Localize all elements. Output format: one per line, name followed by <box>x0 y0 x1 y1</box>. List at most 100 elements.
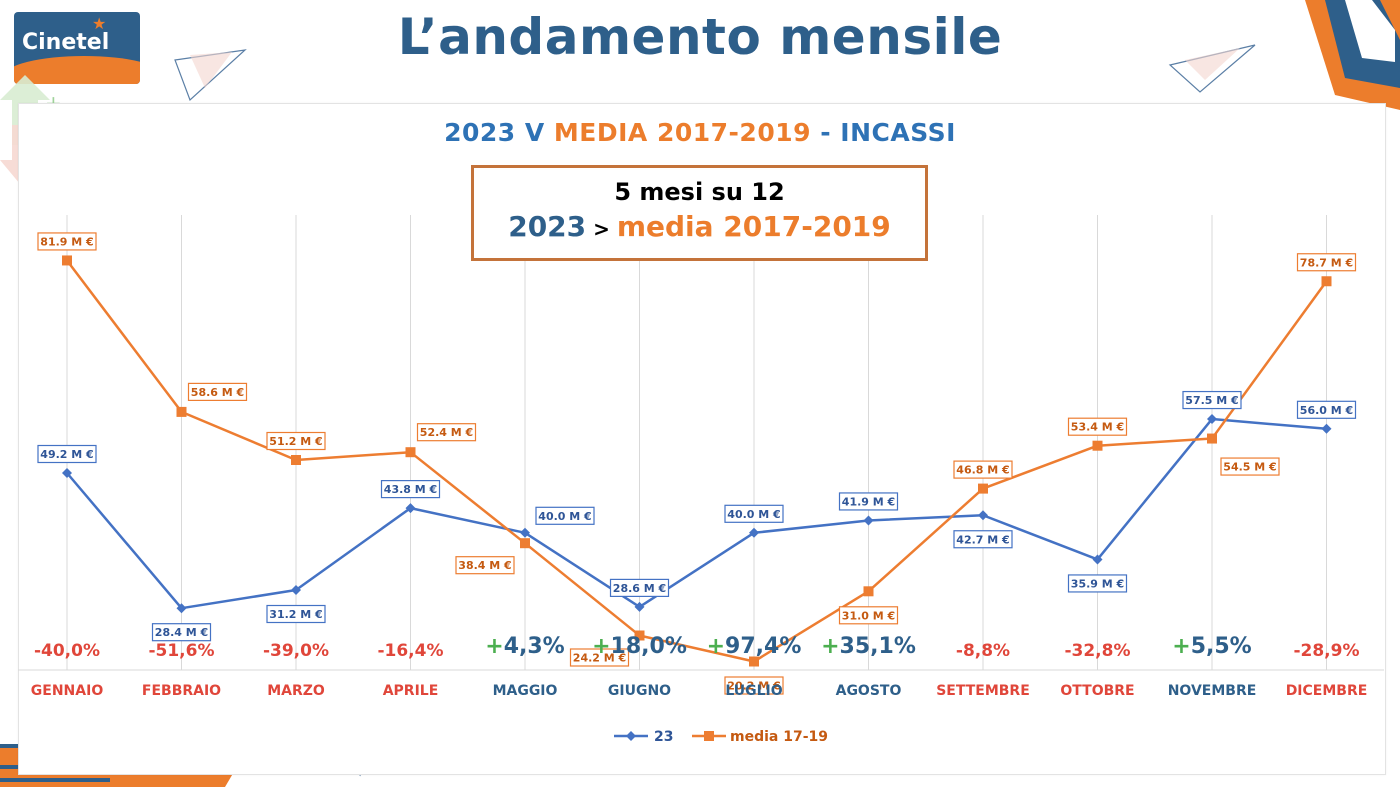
month-label: OTTOBRE <box>1060 683 1134 699</box>
data-label-box <box>838 606 899 625</box>
callout-year: 2023 <box>508 210 587 243</box>
plus-icon: + <box>485 634 503 659</box>
data-label: 41.9 M € <box>842 495 895 508</box>
variation-label: -28,9% <box>1293 641 1359 661</box>
data-label-box <box>37 232 97 251</box>
point-media <box>62 255 72 266</box>
star-icon: ★ <box>92 14 107 33</box>
point-media <box>978 483 988 494</box>
data-label-box <box>151 623 212 642</box>
data-label: 54.5 M € <box>1223 461 1276 474</box>
month-label: MAGGIO <box>493 683 558 699</box>
point-23 <box>405 503 416 514</box>
data-label-box <box>1296 253 1357 272</box>
logo-text: Cinetel <box>22 30 110 55</box>
legend-marker-media <box>704 731 714 741</box>
point-23 <box>1207 414 1217 425</box>
month-label: GENNAIO <box>31 683 104 699</box>
variation-label: +35,1% <box>821 634 916 659</box>
variation-value: 5,5% <box>1191 634 1252 659</box>
point-media <box>176 406 187 417</box>
plus-icon: + <box>707 634 725 659</box>
month-label: DICEMBRE <box>1286 683 1368 699</box>
variation-label: +5,5% <box>1172 634 1251 659</box>
point-media <box>520 538 530 549</box>
variation-label: -39,0% <box>263 641 329 661</box>
variation-value: 18,0% <box>611 634 687 659</box>
series-line-23 <box>66 417 1327 610</box>
point-media <box>1321 276 1332 287</box>
variation-value: 97,4% <box>725 634 801 659</box>
data-label: 58.6 M € <box>191 386 244 399</box>
variation-label: +4,3% <box>485 634 564 659</box>
series-line-media <box>66 259 1328 663</box>
data-label-box <box>1296 400 1357 419</box>
data-label: 52.4 M € <box>420 426 473 439</box>
data-label: 24.2 M € <box>573 652 626 665</box>
data-label-box <box>535 506 595 525</box>
data-label-box <box>724 504 784 523</box>
data-label: 49.2 M € <box>40 448 93 461</box>
data-label: 40.0 M € <box>538 510 591 523</box>
chart-title-part2: MEDIA 2017-2019 <box>553 118 812 147</box>
point-23 <box>1092 554 1103 565</box>
data-label: 28.6 M € <box>613 582 666 595</box>
data-label-box <box>1220 457 1280 476</box>
data-label: 53.4 M € <box>1071 421 1124 434</box>
month-label: SETTEMBRE <box>936 683 1030 699</box>
data-label: 43.8 M € <box>384 483 437 496</box>
callout-line2: 2023 > media 2017-2019 <box>474 210 925 243</box>
decor-corner-arrow <box>1305 0 1400 110</box>
cinetel-logo: ★ Cinetel <box>14 12 140 84</box>
chart-title-part1: 2023 V <box>444 118 554 147</box>
variation-label: -32,8% <box>1064 641 1130 661</box>
variation-label: -40,0% <box>34 641 100 661</box>
point-23 <box>863 515 874 526</box>
month-label: NOVEMBRE <box>1168 683 1257 699</box>
data-label: 56.0 M € <box>1300 404 1353 417</box>
point-23 <box>978 510 988 521</box>
data-label-box <box>380 480 441 499</box>
data-label-box <box>266 431 326 451</box>
data-label: 42.7 M € <box>956 533 1009 546</box>
month-label: LUGLIO <box>725 683 782 699</box>
decor-triangle-left <box>174 49 247 102</box>
data-label-box <box>416 423 477 442</box>
callout-gt: > <box>586 217 617 241</box>
data-label: 46.8 M € <box>956 464 1009 477</box>
data-label-box <box>953 460 1013 479</box>
month-label: MARZO <box>267 683 325 699</box>
page-title: L’andamento mensile <box>397 8 1003 66</box>
data-label-box <box>724 676 784 695</box>
logo-swoosh <box>14 56 140 84</box>
month-label: AGOSTO <box>836 683 902 699</box>
data-label: 35.9 M € <box>1071 577 1124 590</box>
point-media <box>749 656 759 667</box>
legend-label-media: media 17-19 <box>730 729 828 745</box>
point-23 <box>62 468 72 478</box>
data-label-box <box>838 492 899 511</box>
point-media <box>405 447 416 458</box>
data-label-box <box>1067 574 1128 593</box>
chart-title: 2023 V MEDIA 2017-2019 - INCASSI <box>0 118 1400 147</box>
point-23 <box>749 527 759 538</box>
plus-icon: + <box>821 634 839 659</box>
data-label-box <box>37 444 97 464</box>
data-label-box <box>609 578 670 598</box>
data-label: 28.4 M € <box>155 626 208 639</box>
plus-icon: + <box>1172 634 1190 659</box>
variation-label: -8,8% <box>956 641 1010 661</box>
point-media <box>1207 433 1217 444</box>
data-label: 31.0 M € <box>842 609 895 622</box>
legend-marker-23 <box>626 731 636 741</box>
data-label-box <box>266 604 326 624</box>
data-label-box <box>1067 417 1128 436</box>
callout-media: media 2017-2019 <box>616 210 891 243</box>
point-media <box>634 630 645 641</box>
point-media <box>1092 440 1103 451</box>
variation-label: +97,4% <box>707 634 802 659</box>
point-23 <box>176 603 187 614</box>
point-23 <box>1321 423 1332 434</box>
data-label-box <box>187 382 248 401</box>
data-label: 51.2 M € <box>269 435 322 448</box>
